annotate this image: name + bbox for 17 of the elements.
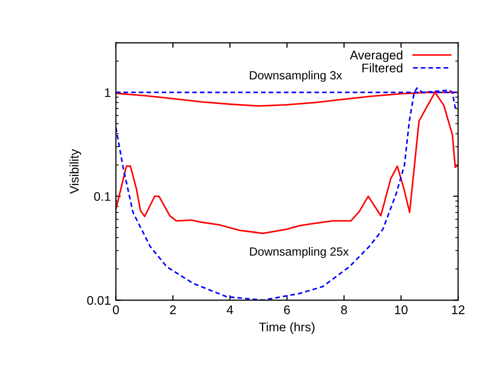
annotation: Downsampling 3x — [250, 70, 342, 82]
x-tick-label: 10 — [395, 305, 408, 314]
y-tick-label: 0.1 — [94, 192, 110, 201]
y-axis-title: Visibility — [69, 149, 82, 194]
x-tick-label: 2 — [170, 305, 176, 314]
y-tick-label: 1 — [105, 88, 110, 97]
x-tick-label: 0 — [112, 305, 119, 314]
legend-label: Averaged — [350, 50, 402, 62]
x-tick-label: 4 — [226, 305, 234, 314]
y-tick-label: 0.01 — [87, 296, 110, 305]
x-tick-label: 12 — [452, 305, 464, 314]
annotation: Downsampling 25x — [250, 247, 349, 258]
x-tick-label: 8 — [341, 305, 347, 314]
line-series — [116, 92, 458, 234]
legend-label: Filtered — [362, 63, 402, 72]
x-tick-label: 6 — [284, 305, 290, 314]
x-axis-title: Time (hrs) — [259, 322, 314, 334]
